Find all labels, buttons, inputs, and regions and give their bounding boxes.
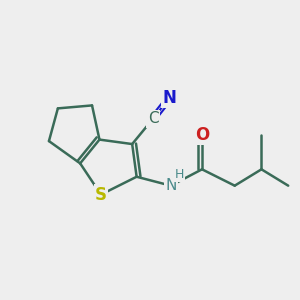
- Text: N: N: [165, 178, 176, 193]
- Text: H: H: [175, 168, 184, 181]
- Text: S: S: [95, 186, 107, 204]
- Text: C: C: [148, 111, 158, 126]
- Text: O: O: [195, 126, 209, 144]
- Text: N: N: [162, 89, 176, 107]
